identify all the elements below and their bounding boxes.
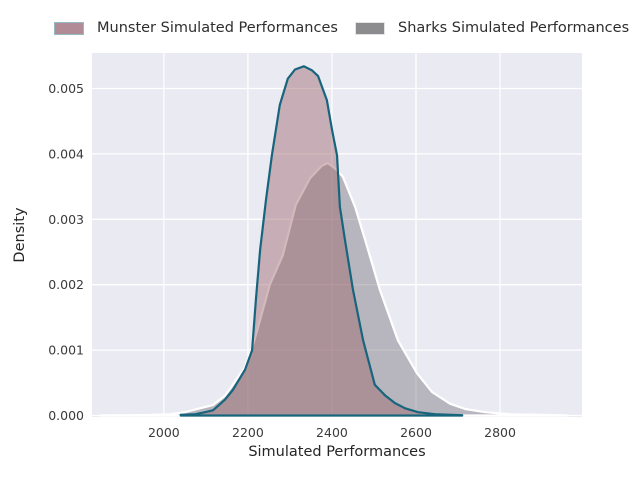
x-tick-label: 2800 bbox=[484, 425, 516, 440]
x-tick-label: 2000 bbox=[148, 425, 180, 440]
x-tick-label: 2400 bbox=[316, 425, 348, 440]
y-tick-label: 0.005 bbox=[48, 81, 84, 96]
density-area bbox=[180, 66, 463, 416]
x-tick-label: 2600 bbox=[400, 425, 432, 440]
y-tick-label: 0.000 bbox=[48, 408, 84, 423]
x-tick-label: 2200 bbox=[232, 425, 264, 440]
y-tick-label: 0.004 bbox=[48, 146, 84, 161]
x-axis-label: Simulated Performances bbox=[248, 444, 426, 460]
legend-item-munster: Munster Simulated Performances bbox=[54, 20, 338, 36]
density-area bbox=[100, 163, 567, 416]
legend: Munster Simulated Performances Sharks Si… bbox=[0, 0, 640, 44]
legend-swatch-munster bbox=[54, 21, 84, 35]
y-tick-label: 0.002 bbox=[48, 277, 84, 292]
density-curve bbox=[99, 162, 568, 417]
y-axis-label: Density bbox=[12, 207, 28, 263]
y-tick-label: 0.003 bbox=[48, 212, 84, 227]
legend-swatch-sharks bbox=[355, 21, 385, 35]
density-curve bbox=[179, 65, 464, 417]
legend-label-munster: Munster Simulated Performances bbox=[97, 20, 338, 36]
y-tick-label: 0.001 bbox=[48, 343, 84, 358]
legend-item-sharks: Sharks Simulated Performances bbox=[355, 20, 629, 36]
legend-label-sharks: Sharks Simulated Performances bbox=[398, 20, 630, 36]
